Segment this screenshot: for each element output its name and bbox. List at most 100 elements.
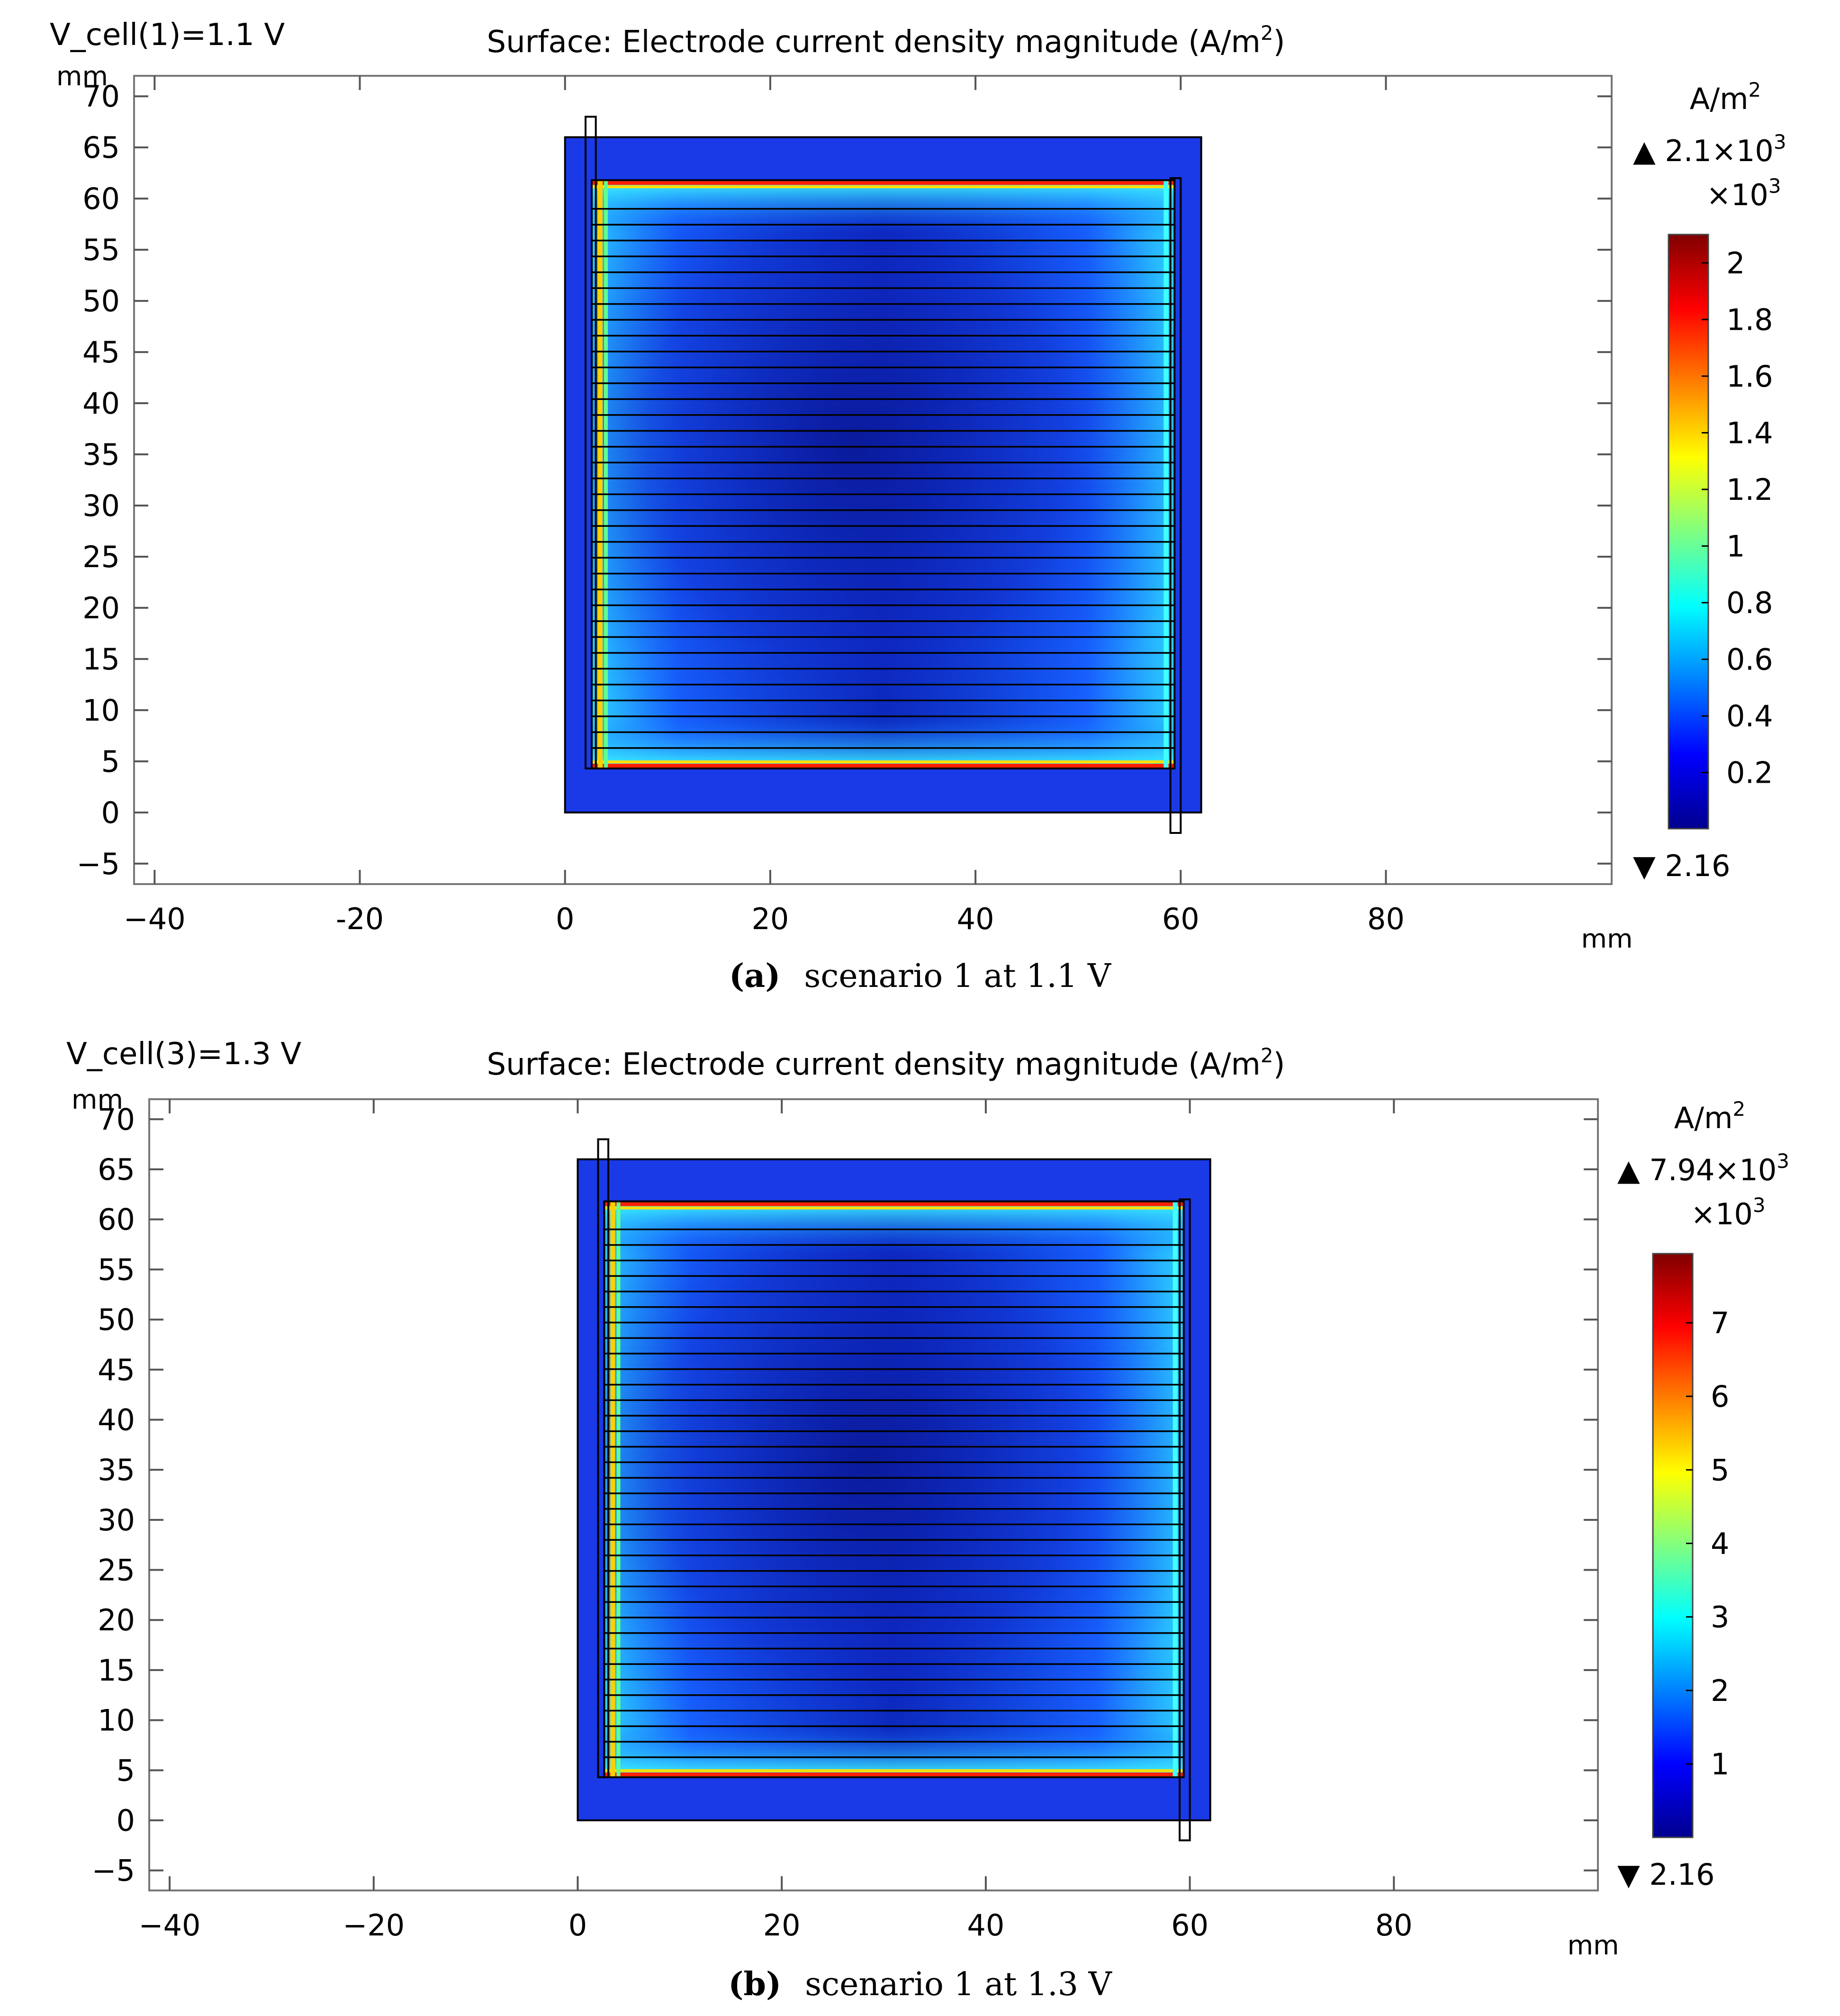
x-tick-label-b-6: 80	[1375, 1908, 1413, 1943]
colorbar-tick-label-b-4: 5	[1711, 1453, 1729, 1487]
colorbar-tick-label-a-7: 1.6	[1726, 359, 1773, 394]
y-tick-label-b-2: 5	[117, 1753, 135, 1788]
y-tick-label-a-5: 20	[82, 591, 120, 625]
y-tick-label-b-1: 0	[117, 1803, 135, 1838]
colorbar-max-a-main: ▲ 2.1×10	[1633, 134, 1774, 168]
y-tick-label-b-3: 10	[98, 1703, 135, 1738]
x-tick-label-a-1: -20	[336, 902, 384, 936]
plot-title-b-sup: 2	[1261, 1044, 1273, 1067]
colorbar-tick-label-a-0: 0.2	[1726, 756, 1773, 790]
state-label-b: V_cell(3)=1.3 V	[66, 1037, 301, 1072]
y-tick-label-b-9: 40	[98, 1402, 135, 1437]
figure-panel-b: V_cell(3)=1.3 V Surface: Electrode curren…	[0, 1008, 1840, 2016]
y-tick-label-b-0: −5	[92, 1853, 135, 1888]
colorbar-max-b-sup: 3	[1777, 1149, 1789, 1173]
caption-a: (a) scenario 1 at 1.1 V	[0, 957, 1840, 995]
right-tab-b	[1179, 1198, 1191, 1842]
colorbar-unit-b: A/m2	[1674, 1097, 1745, 1135]
colorbar-multiplier-b-main: ×10	[1691, 1197, 1753, 1231]
x-tick-label-a-3: 20	[751, 902, 789, 936]
y-tick-label-a-1: 0	[101, 796, 120, 830]
colorbar-tick-label-b-2: 3	[1711, 1600, 1729, 1635]
colorbar-tick-label-a-2: 0.6	[1726, 642, 1773, 677]
colorbar-min-b: ▼ 2.16	[1617, 1857, 1714, 1892]
y-tick-label-a-11: 50	[82, 284, 120, 318]
electrode-outline-a	[591, 179, 1176, 769]
y-tick-label-a-15: 70	[82, 79, 120, 114]
x-tick-label-b-2: 0	[568, 1908, 587, 1943]
y-tick-label-b-7: 30	[98, 1503, 135, 1537]
colorbar-max-b: ▲ 7.94×103	[1617, 1149, 1789, 1187]
caption-a-label: (a)	[729, 957, 781, 995]
x-tick-label-a-4: 40	[957, 902, 994, 936]
colorbar-unit-a: A/m2	[1690, 78, 1761, 116]
colorbar-multiplier-a: ×103	[1706, 174, 1781, 212]
y-unit-a: mm	[56, 61, 108, 92]
colorbar-tick-label-b-6: 7	[1711, 1306, 1729, 1340]
plot-title-b-tail: )	[1273, 1047, 1285, 1082]
x-tick-label-a-2: 0	[556, 902, 574, 936]
y-tick-label-a-0: −5	[77, 847, 120, 881]
plot-title-a-tail: )	[1273, 25, 1285, 60]
colorbar-unit-a-main: A/m	[1690, 81, 1749, 116]
y-tick-label-a-12: 55	[82, 233, 120, 267]
y-tick-label-a-14: 65	[82, 130, 120, 165]
x-tick-label-a-6: 80	[1367, 902, 1405, 936]
y-tick-label-b-12: 55	[98, 1252, 135, 1287]
x-unit-b: mm	[1567, 1930, 1619, 1956]
y-tick-label-b-5: 20	[98, 1603, 135, 1637]
state-label-a: V_cell(1)=1.1 V	[50, 18, 285, 53]
electrode-core-b	[604, 1201, 1184, 1778]
caption-b-text: scenario 1 at 1.3 V	[805, 1966, 1112, 2003]
colorbar-tick-label-a-5: 1.2	[1726, 472, 1773, 507]
y-tick-label-b-13: 60	[98, 1202, 135, 1237]
caption-b: (b) scenario 1 at 1.3 V	[0, 1965, 1840, 2003]
colorbar-tick-label-b-0: 1	[1711, 1747, 1729, 1781]
colorbar-b	[1652, 1253, 1694, 1838]
plot-a: V_cell(1)=1.1 V Surface: Electrode curren…	[50, 18, 1786, 948]
electrode-core-a	[592, 180, 1175, 768]
y-tick-label-a-7: 30	[82, 488, 120, 523]
colorbar-tick-label-a-8: 1.8	[1726, 302, 1773, 337]
caption-b-label: (b)	[728, 1965, 782, 2003]
x-tick-label-b-5: 60	[1171, 1908, 1209, 1943]
colorbar-tick-label-a-6: 1.4	[1726, 416, 1773, 450]
colorbar-tick-label-b-5: 6	[1711, 1379, 1729, 1414]
colorbar-tick-label-a-9: 2	[1726, 246, 1745, 280]
bottom-band-a	[592, 715, 1175, 768]
colorbar-tick-label-a-4: 1	[1726, 529, 1745, 563]
y-tick-label-b-6: 25	[98, 1553, 135, 1588]
left-tab-a	[585, 116, 597, 769]
x-tick-label-b-1: −20	[343, 1908, 405, 1943]
colorbar-multiplier-b: ×103	[1691, 1193, 1766, 1231]
colorbar-max-b-main: ▲ 7.94×10	[1617, 1153, 1777, 1187]
colorbar-multiplier-a-main: ×10	[1706, 178, 1768, 212]
y-tick-label-b-8: 35	[98, 1453, 135, 1487]
x-tick-label-b-0: −40	[139, 1908, 201, 1943]
colorbar-multiplier-a-sup: 3	[1768, 174, 1781, 198]
x-tick-label-b-4: 40	[967, 1908, 1004, 1943]
y-unit-b: mm	[72, 1085, 123, 1115]
caption-a-text: scenario 1 at 1.1 V	[804, 958, 1111, 995]
plot-title-a-sup: 2	[1261, 21, 1273, 45]
y-tick-label-a-9: 40	[82, 386, 120, 421]
colorbar-multiplier-b-sup: 3	[1753, 1193, 1766, 1217]
plot-title-a-main: Surface: Electrode current density magni…	[487, 25, 1260, 60]
y-tick-label-a-3: 10	[82, 693, 120, 728]
plot-title-a: Surface: Electrode current density magni…	[487, 21, 1285, 60]
colorbar-tick-label-a-3: 0.8	[1726, 586, 1773, 620]
colorbar-tick-label-b-1: 2	[1711, 1673, 1729, 1708]
colorbar-unit-b-main: A/m	[1674, 1101, 1733, 1135]
x-tick-label-a-5: 60	[1162, 902, 1200, 936]
left-tab-b	[597, 1138, 610, 1779]
y-tick-label-a-8: 35	[82, 437, 120, 472]
x-tick-label-a-0: −40	[124, 902, 186, 936]
x-unit-a: mm	[1581, 924, 1633, 948]
colorbar-a	[1668, 234, 1709, 830]
colorbar-max-a: ▲ 2.1×103	[1633, 130, 1786, 168]
colorbar-unit-b-sup: 2	[1732, 1097, 1745, 1121]
y-tick-label-a-4: 15	[82, 642, 120, 677]
y-tick-label-b-15: 70	[98, 1102, 135, 1137]
bottom-band-b	[604, 1725, 1184, 1778]
colorbar-unit-a-sup: 2	[1748, 78, 1761, 101]
